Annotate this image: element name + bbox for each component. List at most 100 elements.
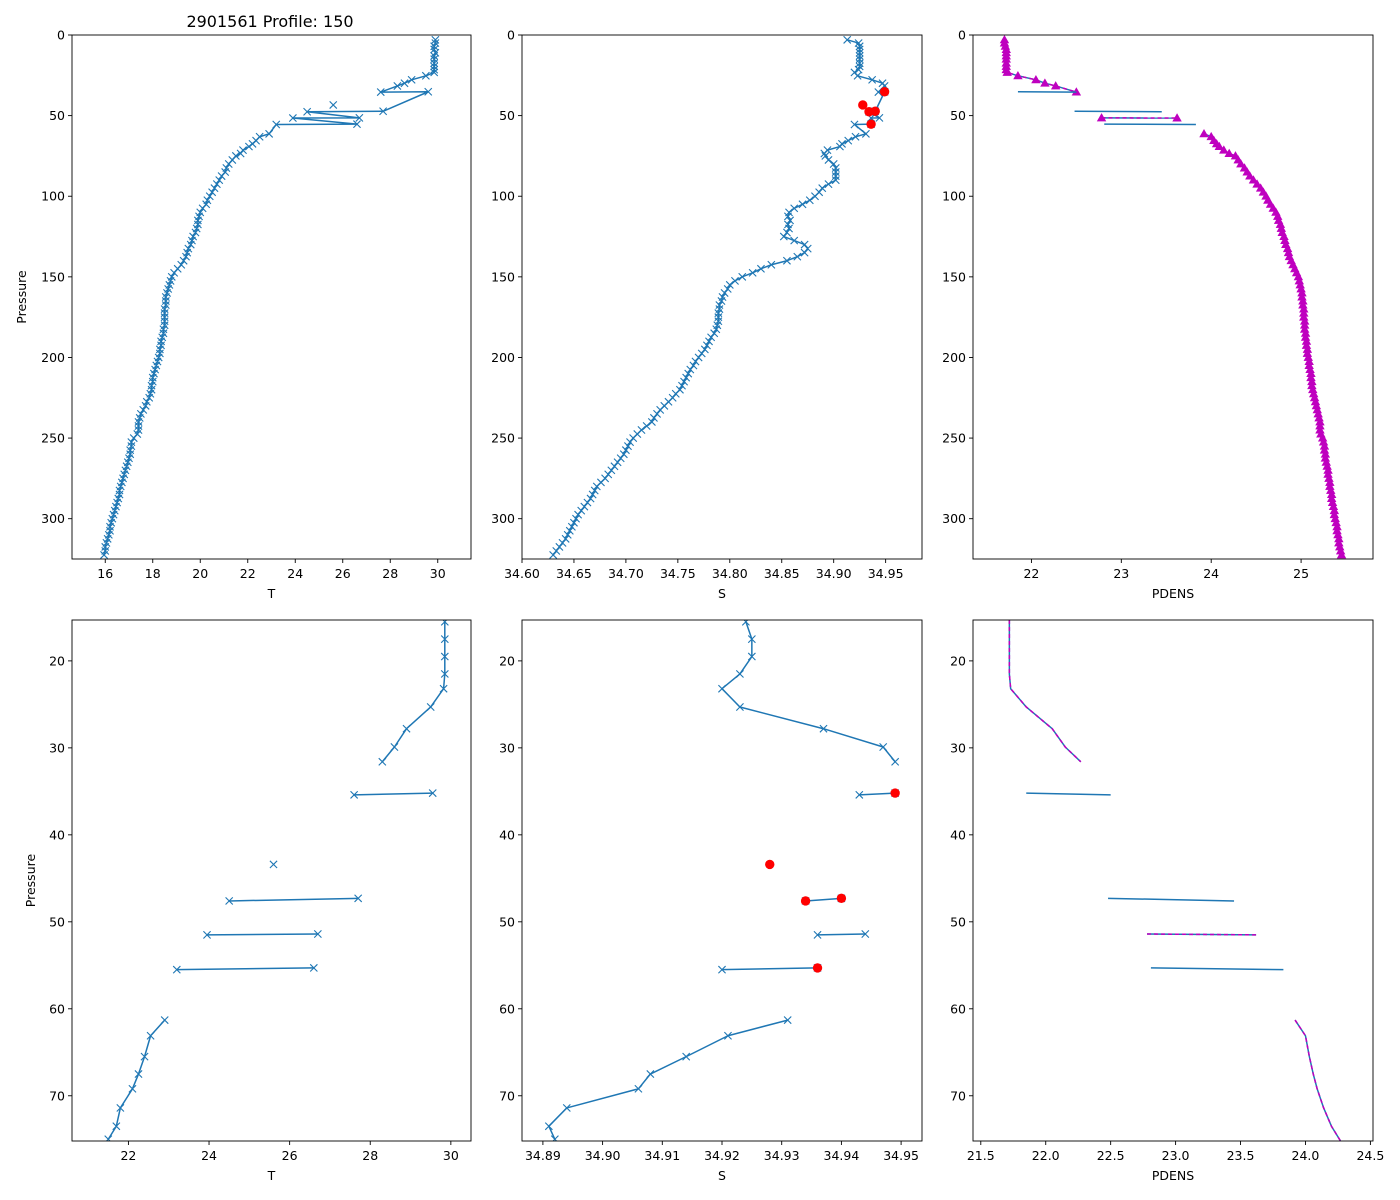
y-tick-label: 150 <box>491 269 515 284</box>
x-marker <box>738 272 747 281</box>
panel-data-layer <box>549 35 890 559</box>
x-marker <box>430 42 439 51</box>
flag-marker <box>866 119 876 129</box>
x-marker <box>720 288 729 297</box>
x-marker <box>748 268 757 277</box>
x-marker <box>309 963 318 972</box>
x-marker <box>786 216 795 225</box>
x-marker <box>170 268 179 277</box>
x-marker <box>544 1122 553 1131</box>
x-tick-label: 16 <box>97 566 113 581</box>
x-marker <box>829 159 838 168</box>
y-tick-label: 20 <box>49 653 65 668</box>
x-marker <box>710 329 719 338</box>
x-tick-label: 22 <box>240 566 256 581</box>
x-marker <box>592 482 601 491</box>
x-marker <box>265 129 274 138</box>
x-marker <box>376 88 385 97</box>
x-marker <box>879 742 888 751</box>
flagged-points <box>765 788 900 973</box>
x-marker <box>191 228 200 237</box>
x-marker <box>793 252 802 261</box>
x-marker <box>783 1016 792 1025</box>
x-tick-label: 20 <box>192 566 208 581</box>
y-tick-label: 250 <box>491 431 515 446</box>
x-marker <box>697 349 706 358</box>
x-tick-label: 23.0 <box>1162 1148 1190 1163</box>
x-marker <box>619 450 628 459</box>
series-s-lower <box>544 1016 792 1141</box>
x-tick-label: 34.85 <box>764 566 800 581</box>
x-tick-label: 28 <box>382 566 398 581</box>
x-marker <box>723 1031 732 1040</box>
x-marker <box>208 188 217 197</box>
x-marker <box>288 114 297 123</box>
x-tick-label: 34.89 <box>525 1148 561 1163</box>
x-marker <box>861 129 870 138</box>
x-tick-label: 34.60 <box>504 566 540 581</box>
x-marker <box>572 514 581 523</box>
x-marker <box>212 180 221 189</box>
x-marker <box>682 1052 691 1061</box>
x-marker <box>355 113 364 122</box>
series-t-seg-2 <box>225 894 363 905</box>
axes-frame <box>521 34 923 560</box>
x-marker <box>682 373 691 382</box>
x-marker <box>552 546 561 555</box>
y-tick-label: 0 <box>958 28 966 43</box>
y-tick-label: 40 <box>950 827 966 842</box>
x-marker <box>705 337 714 346</box>
x-marker <box>421 71 430 80</box>
x-tick-label: 24.0 <box>1292 1148 1320 1163</box>
x-tick-label: 22.5 <box>1097 1148 1125 1163</box>
x-marker <box>588 490 597 499</box>
x-marker <box>217 172 226 181</box>
x-marker <box>779 232 788 241</box>
y-tick-label: 50 <box>950 914 966 929</box>
panels: 16 18 20 22 24 26 28 30050100150200250300TPress… <box>14 28 1384 1184</box>
x-marker <box>580 502 589 511</box>
figure-title: 2901561 Profile: 150 <box>186 12 353 31</box>
x-marker <box>653 409 662 418</box>
x-marker <box>239 146 247 155</box>
series-t-upper <box>378 620 449 766</box>
x-marker <box>642 421 651 430</box>
x-marker <box>803 244 812 253</box>
x-marker <box>646 1070 655 1079</box>
y-tick-label: 30 <box>950 740 966 755</box>
x-marker <box>790 204 799 213</box>
flag-marker <box>870 106 880 116</box>
y-tick-label: 0 <box>57 28 65 43</box>
x-marker <box>678 381 686 390</box>
x-marker <box>689 361 698 370</box>
x-marker <box>186 240 195 249</box>
x-tick-label: 34.95 <box>868 566 904 581</box>
triangle-marker <box>1040 78 1050 87</box>
x-marker <box>610 462 619 471</box>
x-marker <box>851 132 860 141</box>
y-tick-label: 40 <box>499 827 515 842</box>
x-marker <box>549 550 558 559</box>
series-pdens-lower <box>1294 1019 1342 1141</box>
x-marker <box>861 930 870 938</box>
axes-frame <box>972 34 1374 560</box>
y-tick-label: 150 <box>942 269 966 284</box>
series-line <box>229 897 359 902</box>
panel-data-layer <box>1008 620 1342 1141</box>
x-marker <box>824 180 833 189</box>
x-marker <box>680 377 689 386</box>
series-pdens-gap-1 <box>1026 792 1111 796</box>
triangle-marker <box>1336 550 1347 559</box>
triangle-marker <box>1013 70 1023 80</box>
x-marker <box>567 522 576 531</box>
x-marker <box>694 353 703 362</box>
x-marker <box>855 59 864 68</box>
x-marker <box>586 494 595 503</box>
x-marker <box>350 790 359 799</box>
x-marker <box>224 159 233 168</box>
x-marker <box>656 405 665 414</box>
triangle-marker <box>1002 67 1012 76</box>
y-tick-label: 50 <box>950 108 966 123</box>
x-marker <box>100 550 109 559</box>
y-tick-label: 60 <box>499 1001 515 1016</box>
